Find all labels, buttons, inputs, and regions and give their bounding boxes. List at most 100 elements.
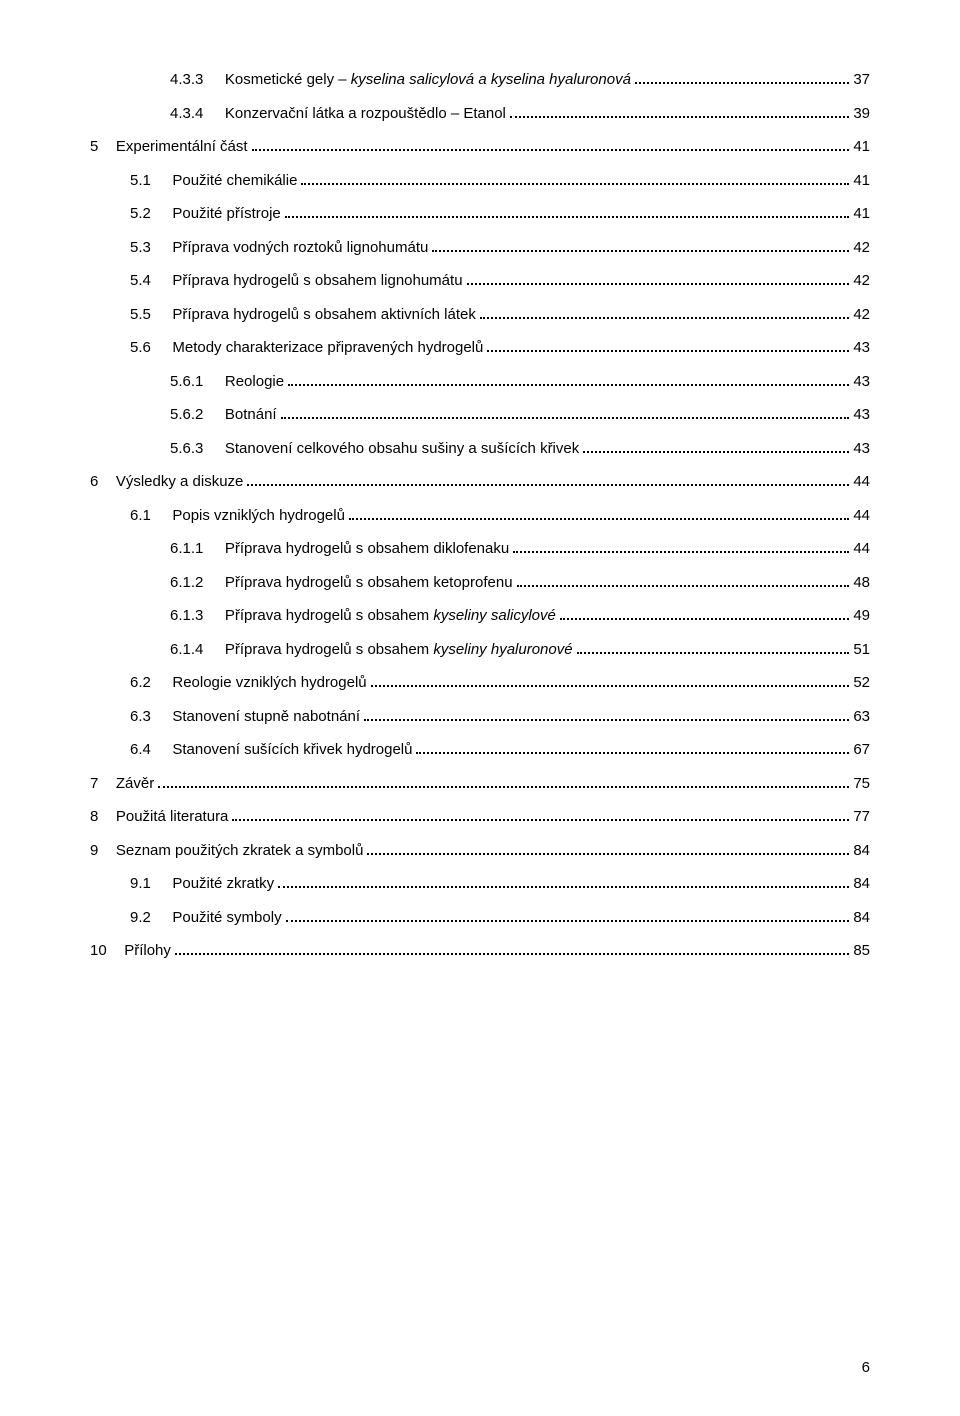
toc-entry-label: Popis vzniklých hydrogelů xyxy=(172,506,345,526)
toc-entry: 5.4Příprava hydrogelů s obsahem lignohum… xyxy=(90,271,870,291)
toc-leader-dots xyxy=(510,104,849,118)
toc-entry-number: 4.3.3 xyxy=(170,70,203,90)
toc-leader-dots xyxy=(285,204,850,218)
toc-entry-label: Botnání xyxy=(225,405,277,425)
toc-entry-page: 52 xyxy=(853,673,870,693)
toc-entry-number: 9.2 xyxy=(130,908,151,928)
toc-entry-number: 10 xyxy=(90,941,107,961)
toc-entry-number: 6.1.2 xyxy=(170,573,203,593)
toc-entry-number: 5.1 xyxy=(130,171,151,191)
toc-entry-page: 44 xyxy=(853,539,870,559)
toc-entry-number: 5.3 xyxy=(130,238,151,258)
toc-entry-label: Použité přístroje xyxy=(172,204,280,224)
toc-leader-dots xyxy=(301,171,849,185)
toc-entry-number: 4.3.4 xyxy=(170,104,203,124)
toc-entry: 5.6Metody charakterizace připravených hy… xyxy=(90,338,870,358)
toc-entry-number: 7 xyxy=(90,774,98,794)
toc-entry-label: Experimentální část xyxy=(116,137,248,157)
toc-entry-label: Konzervační látka a rozpouštědlo – Etano… xyxy=(225,104,506,124)
toc-leader-dots xyxy=(583,439,849,453)
toc-entry-number: 5.6.1 xyxy=(170,372,203,392)
toc-leader-dots xyxy=(480,305,849,319)
toc-leader-dots xyxy=(232,807,849,821)
toc-entry-page: 43 xyxy=(853,439,870,459)
toc-entry-number: 6.4 xyxy=(130,740,151,760)
toc-entry: 7 Závěr 75 xyxy=(90,774,870,794)
toc-entry-label: Příprava hydrogelů s obsahem diklofenaku xyxy=(225,539,509,559)
toc-entry-page: 37 xyxy=(853,70,870,90)
toc-entry: 9.1Použité zkratky84 xyxy=(90,874,870,894)
toc-leader-dots xyxy=(560,606,849,620)
toc-entry-number: 6.1.1 xyxy=(170,539,203,559)
toc-entry-label-pre: Kosmetické gely – xyxy=(225,71,351,88)
toc-entry-number: 6.1.4 xyxy=(170,640,203,660)
toc-entry-number: 5.5 xyxy=(130,305,151,325)
toc-entry-page: 67 xyxy=(853,740,870,760)
toc-entry-label: Příprava hydrogelů s obsahem kyseliny hy… xyxy=(225,640,573,660)
toc-entry-number: 5.2 xyxy=(130,204,151,224)
toc-entry-page: 41 xyxy=(853,204,870,224)
toc-entry-label: Příprava hydrogelů s obsahem kyseliny sa… xyxy=(225,606,556,626)
toc-entry-number: 6 xyxy=(90,472,98,492)
toc-entry-page: 41 xyxy=(853,137,870,157)
toc-entry-number: 8 xyxy=(90,807,98,827)
toc-leader-dots xyxy=(577,640,850,654)
toc-entry: 4.3.4 Konzervační látka a rozpouštědlo – … xyxy=(90,104,870,124)
toc-entry: 5.1Použité chemikálie41 xyxy=(90,171,870,191)
toc-entry: 6.3Stanovení stupně nabotnání63 xyxy=(90,707,870,727)
toc-leader-dots xyxy=(349,506,849,520)
toc-entry-label: Metody charakterizace připravených hydro… xyxy=(172,338,483,358)
toc-entry: 9 Seznam použitých zkratek a symbolů 84 xyxy=(90,841,870,861)
toc-entry-label-italic: kyseliny hyaluronové xyxy=(433,641,572,658)
toc-entry-page: 44 xyxy=(853,472,870,492)
toc-entry-label: Stanovení celkového obsahu sušiny a suší… xyxy=(225,439,579,459)
toc-leader-dots xyxy=(288,372,849,386)
toc-entry-page: 84 xyxy=(853,841,870,861)
toc-entry-number: 6.1.3 xyxy=(170,606,203,626)
toc-entry: 5.2 Použité přístroje 41 xyxy=(90,204,870,224)
toc-entry: 6.1.3 Příprava hydrogelů s obsahem kyseli… xyxy=(90,606,870,626)
toc-entry-number: 6.1 xyxy=(130,506,151,526)
toc-entry-page: 84 xyxy=(853,908,870,928)
toc-entry: 5.3Příprava vodných roztoků lignohumátu4… xyxy=(90,238,870,258)
toc-entry-label-pre: Příprava hydrogelů s obsahem xyxy=(225,641,433,658)
toc-entry-label: Příprava hydrogelů s obsahem lignohumátu xyxy=(172,271,462,291)
toc-leader-dots xyxy=(247,472,849,486)
toc-entry: 5.5Příprava hydrogelů s obsahem aktivníc… xyxy=(90,305,870,325)
toc-entry-number: 9.1 xyxy=(130,874,151,894)
toc-entry: 10Přílohy85 xyxy=(90,941,870,961)
page: 4.3.3 Kosmetické gely – kyselina salicylo… xyxy=(0,0,960,1416)
toc-entry-page: 75 xyxy=(853,774,870,794)
toc-entry-page: 39 xyxy=(853,104,870,124)
toc-leader-dots xyxy=(416,740,849,754)
toc-entry-number: 9 xyxy=(90,841,98,861)
toc-entry-page: 63 xyxy=(853,707,870,727)
toc-entry-page: 44 xyxy=(853,506,870,526)
toc-leader-dots xyxy=(517,573,850,587)
toc-entry: 6.1.2Příprava hydrogelů s obsahem ketopr… xyxy=(90,573,870,593)
toc-leader-dots xyxy=(513,539,849,553)
toc-leader-dots xyxy=(635,70,849,84)
toc-entry-page: 42 xyxy=(853,305,870,325)
toc-entry-label: Použité zkratky xyxy=(172,874,274,894)
toc-entry: 6Výsledky a diskuze44 xyxy=(90,472,870,492)
toc-entry-label: Použitá literatura xyxy=(116,807,229,827)
toc-entry-label: Seznam použitých zkratek a symbolů xyxy=(116,841,364,861)
toc-entry-label-italic: kyseliny salicylové xyxy=(433,607,556,624)
toc-entry: 6.2Reologie vzniklých hydrogelů52 xyxy=(90,673,870,693)
toc-entry-label: Stanovení sušících křivek hydrogelů xyxy=(172,740,412,760)
toc-leader-dots xyxy=(278,874,849,888)
toc-leader-dots xyxy=(467,271,850,285)
toc-entry-label: Použité chemikálie xyxy=(172,171,297,191)
toc-entry-page: 43 xyxy=(853,405,870,425)
toc-entry-label: Závěr xyxy=(116,774,154,794)
toc-entry-label: Reologie vzniklých hydrogelů xyxy=(172,673,366,693)
toc-entry: 6.1.1 Příprava hydrogelů s obsahem diklof… xyxy=(90,539,870,559)
toc-leader-dots xyxy=(175,941,849,955)
toc-entry-number: 6.3 xyxy=(130,707,151,727)
toc-entry: 9.2Použité symboly84 xyxy=(90,908,870,928)
toc-entry-label: Přílohy xyxy=(124,941,171,961)
page-number: 6 xyxy=(862,1359,870,1376)
table-of-contents: 4.3.3 Kosmetické gely – kyselina salicylo… xyxy=(90,70,870,961)
toc-entry-label: Kosmetické gely – kyselina salicylová a … xyxy=(225,70,631,90)
